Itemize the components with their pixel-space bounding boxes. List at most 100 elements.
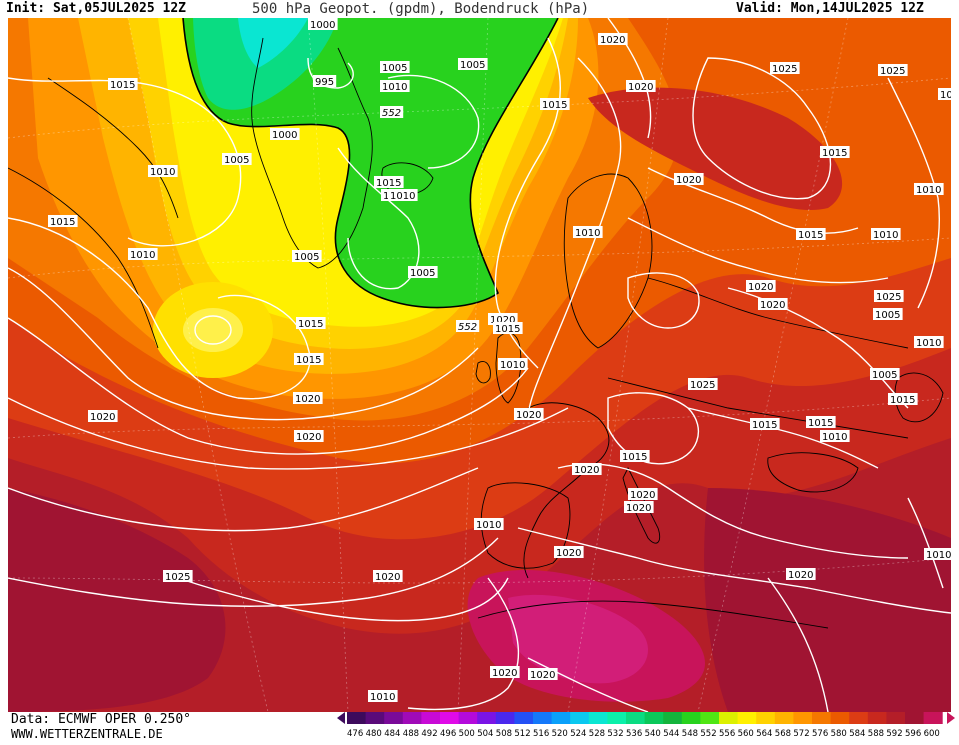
- isobar-label-box: [820, 430, 850, 442]
- isobar-label: 1005: [410, 268, 435, 279]
- isobar-label-box: [938, 88, 951, 100]
- isobar-label: 1005: [872, 370, 897, 381]
- legend-value-label: 544: [663, 729, 679, 739]
- isobar-label: 1015: [822, 148, 847, 159]
- legend-value-label: 588: [868, 729, 884, 739]
- isobar-label-box: [628, 488, 658, 500]
- isobar-label: 1010: [382, 82, 407, 93]
- isobar-label: 1025: [165, 572, 190, 583]
- isobar-label-box: [914, 183, 944, 195]
- legend-swatch: [830, 712, 850, 724]
- legend-swatch: [849, 712, 869, 724]
- legend-value-label: 492: [421, 729, 437, 739]
- isobar-label: 1015: [542, 100, 567, 111]
- isobar-label-box: [148, 165, 178, 177]
- isobar-label: 1010: [873, 230, 898, 241]
- legend-left-arrow: [337, 712, 345, 724]
- isobar-label-box: [888, 393, 918, 405]
- legend-value-label: 512: [514, 729, 530, 739]
- isobar-label-box: [128, 248, 158, 260]
- isobar-label-box: [108, 78, 138, 90]
- isobar-label: 1020: [574, 465, 599, 476]
- legend-swatch: [886, 712, 906, 724]
- legend-swatch: [477, 712, 497, 724]
- isobar-label: 1015: [495, 324, 520, 335]
- isobar-label-box: [873, 308, 903, 320]
- isobar-label-box: [308, 18, 338, 30]
- isobar-label: 1010: [575, 228, 600, 239]
- isobar-label: 1000: [272, 130, 297, 141]
- isobar-label-box: [871, 228, 901, 240]
- isobar-label-box: [313, 75, 337, 87]
- isobar-label-box: [796, 228, 826, 240]
- isobar-label-box: [490, 666, 520, 678]
- graticule: [8, 18, 951, 712]
- isobar-label: 1015: [622, 452, 647, 463]
- valid-time-label: Valid: Mon,14JUL2025 12Z: [736, 1, 924, 16]
- legend-value-label: 500: [459, 729, 475, 739]
- isobar-label-box: [924, 548, 951, 560]
- legend-swatch: [402, 712, 422, 724]
- legend-swatch: [774, 712, 794, 724]
- isobar-label: 1020: [375, 572, 400, 583]
- legend-value-label: 560: [738, 729, 754, 739]
- isobar-label-box: [408, 266, 438, 278]
- legend-swatch: [533, 712, 553, 724]
- isobar-label-box: [88, 410, 118, 422]
- weather-map: 1000 995 1005 1005 1010 552 1000 1005 1015 1010 10…: [8, 18, 951, 712]
- isobar-label-box: [674, 173, 704, 185]
- isobar-label: 552: [458, 322, 477, 333]
- legend-swatch: [347, 712, 367, 724]
- isobar-label: 1020: [676, 175, 701, 186]
- isobar-label: 1015: [298, 319, 323, 330]
- isobar-label-box: [572, 463, 602, 475]
- legend-value-label: 568: [775, 729, 791, 739]
- isobar-label: 1020: [490, 315, 515, 326]
- legend-value-label: 484: [384, 729, 400, 739]
- legend-value-label: 532: [607, 729, 623, 739]
- isobar-label: 1010: [916, 338, 941, 349]
- legend-swatch: [644, 712, 664, 724]
- legend-swatch: [458, 712, 478, 724]
- legend-value-label: 508: [496, 729, 512, 739]
- isobar-label-box: [786, 568, 816, 580]
- isobar-label-box: [380, 61, 410, 73]
- isobar-label: 1010: [370, 692, 395, 703]
- isobar-label: 1010: [822, 432, 847, 443]
- isobar-label-box: [624, 501, 654, 513]
- legend-swatch: [719, 712, 739, 724]
- isobar-label-box: [222, 153, 252, 165]
- isobar-label: 1020: [295, 394, 320, 405]
- isobar-label: 1010: [130, 250, 155, 261]
- isobar-label-box: [292, 250, 322, 262]
- legend-swatch: [365, 712, 385, 724]
- isobar-label: 1005: [224, 155, 249, 166]
- isobar-label-box: [573, 226, 603, 238]
- data-source-label: Data: ECMWF OPER 0.250°: [11, 712, 192, 727]
- isobar-label-box: [373, 570, 403, 582]
- legend-swatch: [756, 712, 776, 724]
- isobar-label-box: [380, 80, 410, 92]
- isobar-label: 1005: [875, 310, 900, 321]
- isobar-label-box: [368, 690, 398, 702]
- legend-swatch: [867, 712, 887, 724]
- isobar-label-box: [48, 215, 78, 227]
- legend-swatch: [700, 712, 720, 724]
- legend-swatch: [663, 712, 683, 724]
- legend-value-label: 584: [849, 729, 865, 739]
- isobar-label-box: [870, 368, 900, 380]
- legend-right-arrow: [947, 712, 955, 724]
- isobar-label: 1015: [376, 178, 401, 189]
- isobar-label: 1010: [476, 520, 501, 531]
- isobar-label: 1000: [310, 20, 335, 31]
- legend-swatch: [923, 712, 943, 724]
- isobar-label-box: [296, 317, 326, 329]
- isobar-label-box: [540, 98, 570, 110]
- legend-value-label: 564: [756, 729, 772, 739]
- isobar-label: 1020: [748, 282, 773, 293]
- isobar-label-box: [493, 322, 523, 334]
- legend-value-label: 496: [440, 729, 456, 739]
- isobar-label-box: [270, 128, 300, 140]
- isobar-label: 995: [315, 77, 334, 88]
- isobar-label-box: [820, 146, 850, 158]
